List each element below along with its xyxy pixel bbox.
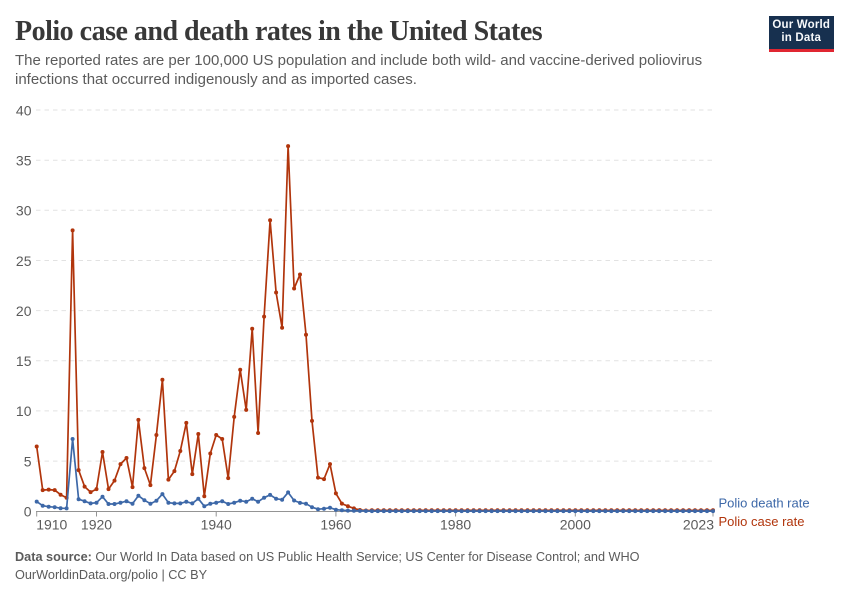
svg-text:5: 5 xyxy=(24,453,32,469)
svg-text:1920: 1920 xyxy=(81,517,112,533)
svg-text:0: 0 xyxy=(24,504,32,520)
svg-text:1960: 1960 xyxy=(320,517,351,533)
svg-text:40: 40 xyxy=(16,102,32,118)
svg-text:10: 10 xyxy=(16,403,32,419)
svg-text:30: 30 xyxy=(16,203,32,219)
svg-text:1910: 1910 xyxy=(36,517,67,533)
svg-text:35: 35 xyxy=(16,153,32,169)
svg-text:2000: 2000 xyxy=(560,517,591,533)
svg-text:Polio case rate: Polio case rate xyxy=(719,514,805,529)
svg-text:1940: 1940 xyxy=(201,517,232,533)
svg-text:2023: 2023 xyxy=(683,517,714,533)
svg-text:Polio death rate: Polio death rate xyxy=(719,496,810,511)
svg-text:25: 25 xyxy=(16,253,32,269)
svg-text:20: 20 xyxy=(16,303,32,319)
svg-text:15: 15 xyxy=(16,353,32,369)
svg-text:1980: 1980 xyxy=(440,517,471,533)
